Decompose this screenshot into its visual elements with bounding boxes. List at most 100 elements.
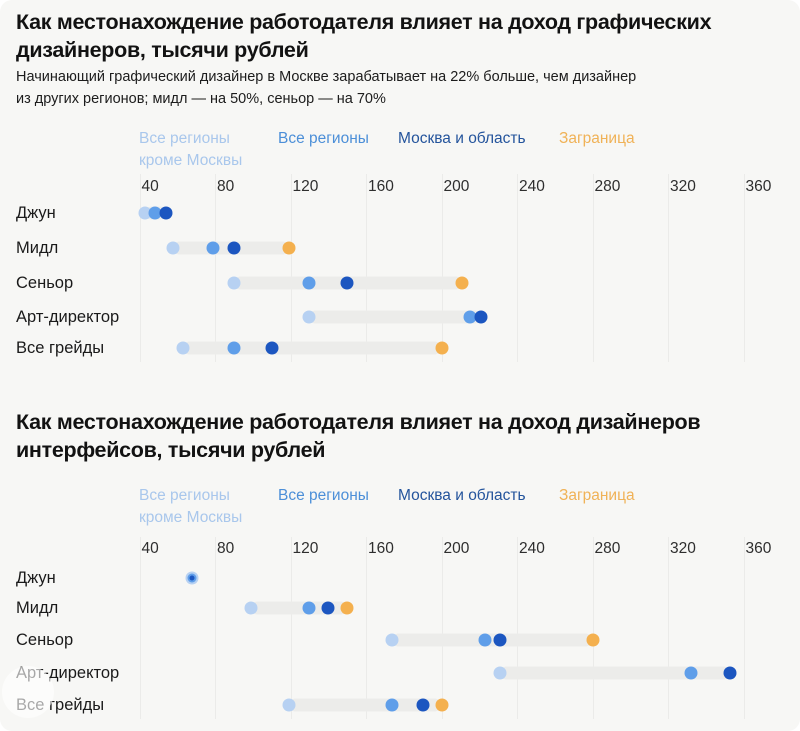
gridline-120 [290,537,292,719]
data-point-dot [455,276,469,290]
legend-item-1: Все регионы кроме Москвы [139,485,242,529]
data-point-dot [265,341,279,355]
x-tick-240: 240 [519,178,545,195]
x-tick-200: 200 [443,540,470,557]
gridline-40 [139,537,141,719]
legend-item-4: Заграница [559,485,635,507]
data-point-dot [416,698,430,712]
data-point-dot [166,241,180,255]
category-label-2: Мидл [16,239,59,257]
legend-item-3: Москва и область [398,128,526,150]
gridline-360 [743,174,745,362]
x-tick-80: 80 [217,540,235,557]
legend-item-4: Заграница [559,128,635,150]
gridline-320 [668,537,669,719]
data-point-dot [148,206,162,220]
data-point-dot [340,601,354,615]
data-point-dot [206,241,220,255]
x-tick-120: 120 [292,540,319,557]
gridline-280 [592,537,594,719]
data-point-dot [302,601,316,615]
legend-item-line: Москва и область [398,130,526,147]
legend-item-2: Все регионы [278,128,369,150]
watermark-circle [2,666,54,718]
x-tick-80: 80 [217,178,235,195]
range-bar-4 [500,666,731,680]
data-point-dot [340,276,354,290]
chart1-title-line1: Как местонахождение работодателя влияет … [16,10,712,34]
chart1-subtitle-line2: из других регионов; мидл — на 50%, сеньо… [16,91,386,107]
data-point-dot [493,633,507,647]
data-point-dot [189,575,195,581]
category-label-1: Джун [16,569,56,587]
data-point-dot [159,206,173,220]
gridline-280 [592,174,594,362]
data-point-dot [282,241,296,255]
legend-item-1: Все регионы кроме Москвы [139,128,242,172]
data-point-dot [176,341,190,355]
data-point-dot [463,310,477,324]
gridline-120 [290,174,292,362]
range-bar-5 [182,341,442,355]
data-point-dot [302,310,316,324]
x-tick-160: 160 [368,540,394,557]
range-bar-3 [392,633,593,647]
gridline-320 [668,174,669,362]
legend-item-line: Москва и область [398,487,526,504]
gridline-160 [366,537,367,719]
legend-item-line: кроме Москвы [139,509,243,526]
chart1-title: Как местонахождение работодателя влияет … [16,8,788,64]
gridline-160 [366,174,367,362]
chart1-subtitle: Начинающий графический дизайнер в Москве… [16,66,788,110]
legend-item-line: Все регионы [278,487,369,504]
x-tick-160: 160 [368,178,394,195]
x-tick-360: 360 [745,540,772,557]
data-point-dot [385,698,399,712]
x-tick-120: 120 [292,178,319,195]
gridline-80 [215,537,216,719]
x-tick-320: 320 [670,178,696,195]
x-tick-320: 320 [670,540,696,557]
gridline-80 [215,174,216,362]
data-point-dot [586,633,599,647]
data-point-dot [723,666,737,680]
chart1-subtitle-line1: Начинающий графический дизайнер в Москве… [16,69,637,85]
chart2-title-line2: интерфейсов, тысячи рублей [16,438,326,462]
gridline-40 [139,174,141,362]
legend-item-2: Все регионы [278,485,369,507]
legend-item-3: Москва и область [398,485,526,507]
gridline-240 [517,174,518,362]
x-tick-360: 360 [745,178,772,195]
range-bar-4 [309,310,482,324]
category-label-4: Арт-директор [16,308,120,326]
legend-item-line: Заграница [559,487,635,504]
gridline-240 [517,537,518,719]
category-label-3: Сеньор [16,631,74,649]
category-label-2: Мидл [16,599,59,617]
data-point-dot [227,241,241,255]
x-tick-280: 280 [594,178,621,195]
x-tick-280: 280 [594,540,621,557]
data-point-dot [474,310,488,324]
data-point-dot [302,276,316,290]
data-point-dot [244,601,258,615]
x-tick-40: 40 [141,540,159,557]
data-point-dot [493,666,507,680]
data-point-dot [227,341,241,355]
legend-item-line: кроме Москвы [139,152,243,169]
chart2-title: Как местонахождение работодателя влияет … [16,408,788,464]
data-point-dot [435,341,448,355]
legend-item-line: Заграница [559,130,635,147]
data-point-dot [435,698,448,712]
legend-item-line: Все регионы [139,130,230,147]
x-tick-200: 200 [443,178,470,195]
x-tick-40: 40 [141,178,159,195]
data-point-dot [227,276,241,290]
data-point-dot [321,601,335,615]
data-point-dot [282,698,296,712]
range-bar-5 [288,698,442,712]
gridline-200 [441,537,443,719]
legend-item-line: Все регионы [278,130,369,147]
data-point-dot [478,633,492,647]
